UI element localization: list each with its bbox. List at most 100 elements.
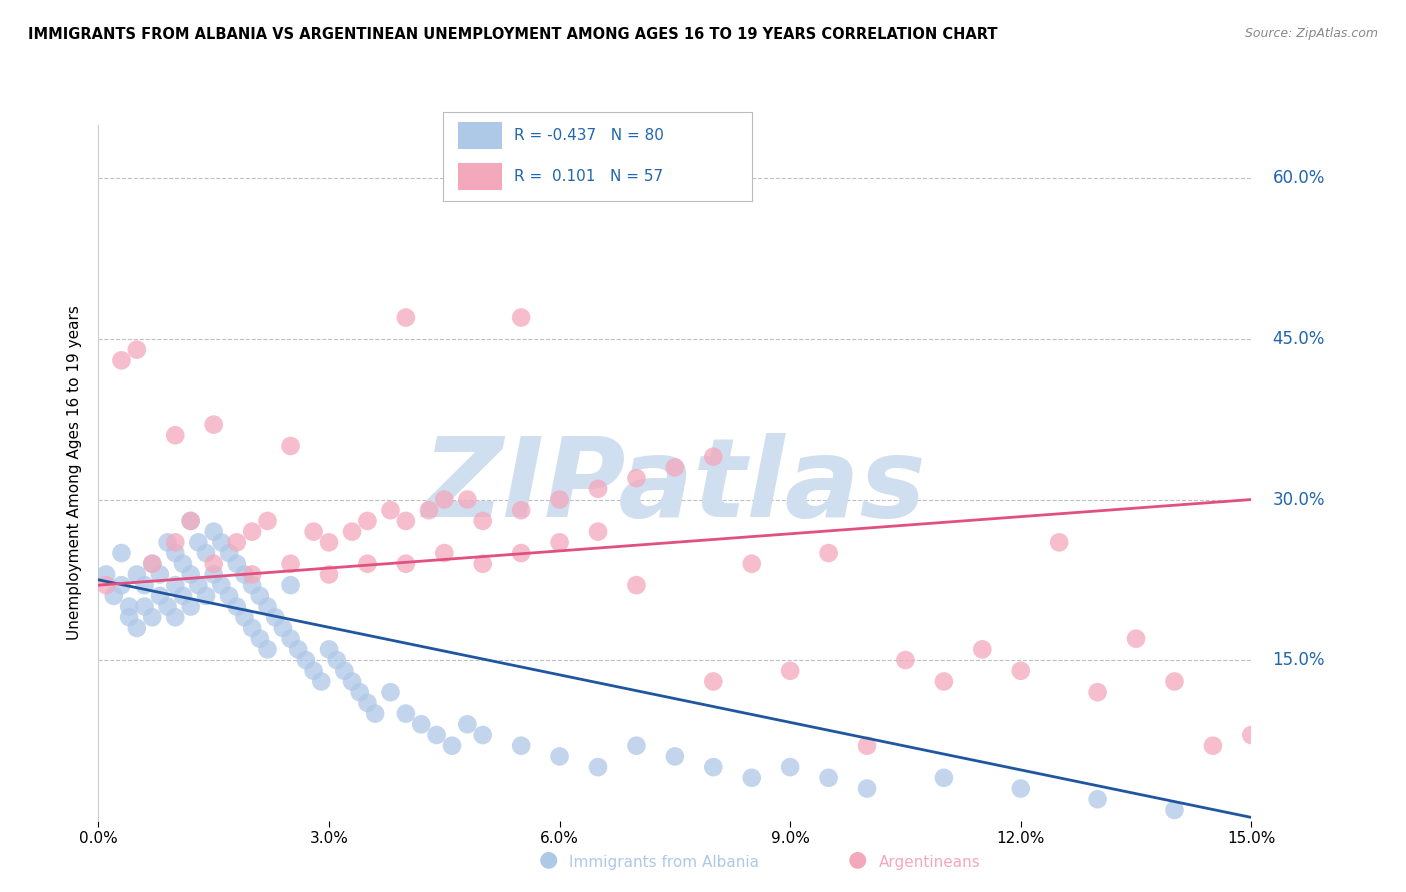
Point xyxy=(233,567,256,582)
Point xyxy=(418,503,440,517)
Point xyxy=(187,535,209,549)
Point xyxy=(94,578,117,592)
Text: Immigrants from Albania: Immigrants from Albania xyxy=(569,855,759,870)
Point xyxy=(1010,781,1032,796)
Point xyxy=(240,567,263,582)
Point xyxy=(356,514,378,528)
Text: R =  0.101   N = 57: R = 0.101 N = 57 xyxy=(515,169,664,184)
Point xyxy=(380,685,402,699)
Point xyxy=(202,417,225,432)
Point xyxy=(1240,728,1263,742)
Point xyxy=(325,653,347,667)
Point xyxy=(141,557,163,571)
Point xyxy=(225,535,247,549)
Text: ZIPatlas: ZIPatlas xyxy=(423,434,927,541)
Point xyxy=(356,696,378,710)
Point xyxy=(702,674,724,689)
Point xyxy=(149,589,172,603)
Point xyxy=(395,514,418,528)
Point xyxy=(134,578,156,592)
Point xyxy=(1047,535,1070,549)
Point xyxy=(340,524,363,539)
Point xyxy=(471,728,494,742)
Text: 60.0%: 60.0% xyxy=(1272,169,1324,187)
Point xyxy=(311,674,333,689)
Text: ●: ● xyxy=(848,850,868,870)
Point xyxy=(103,589,125,603)
Point xyxy=(125,343,148,357)
Point xyxy=(256,514,278,528)
Point xyxy=(395,557,418,571)
Point xyxy=(187,578,209,592)
Point xyxy=(280,632,302,646)
Point xyxy=(165,428,187,442)
Point xyxy=(894,653,917,667)
Point xyxy=(856,739,879,753)
Point xyxy=(1163,803,1185,817)
Point xyxy=(141,557,163,571)
Point xyxy=(1087,792,1109,806)
Point xyxy=(433,546,456,560)
Text: 15.0%: 15.0% xyxy=(1272,651,1324,669)
Point xyxy=(471,514,494,528)
Point xyxy=(510,546,533,560)
Point xyxy=(456,717,478,731)
Point xyxy=(141,610,163,624)
Point xyxy=(165,610,187,624)
Point xyxy=(165,535,187,549)
Text: Argentineans: Argentineans xyxy=(879,855,980,870)
Point xyxy=(349,685,371,699)
Point xyxy=(664,460,686,475)
Text: 45.0%: 45.0% xyxy=(1272,330,1324,348)
Point xyxy=(172,589,194,603)
Point xyxy=(249,589,271,603)
Point xyxy=(118,599,141,614)
Point xyxy=(586,760,609,774)
Point xyxy=(856,781,879,796)
Point xyxy=(172,557,194,571)
Point xyxy=(180,567,202,582)
Text: 30.0%: 30.0% xyxy=(1272,491,1324,508)
Point xyxy=(1163,674,1185,689)
Point xyxy=(202,567,225,582)
Point xyxy=(225,599,247,614)
Point xyxy=(340,674,363,689)
Point xyxy=(510,739,533,753)
Point xyxy=(302,664,325,678)
Point xyxy=(318,535,340,549)
Point xyxy=(264,610,287,624)
Point xyxy=(510,503,533,517)
Point xyxy=(395,310,418,325)
Point xyxy=(779,664,801,678)
Point xyxy=(110,578,132,592)
Point xyxy=(134,599,156,614)
Text: IMMIGRANTS FROM ALBANIA VS ARGENTINEAN UNEMPLOYMENT AMONG AGES 16 TO 19 YEARS CO: IMMIGRANTS FROM ALBANIA VS ARGENTINEAN U… xyxy=(28,27,998,42)
Point xyxy=(318,567,340,582)
Point xyxy=(471,557,494,571)
Point xyxy=(426,728,449,742)
Point xyxy=(664,749,686,764)
Point xyxy=(1125,632,1147,646)
Text: Source: ZipAtlas.com: Source: ZipAtlas.com xyxy=(1244,27,1378,40)
Point xyxy=(626,471,648,485)
Point xyxy=(932,771,955,785)
Point xyxy=(110,353,132,368)
Point xyxy=(932,674,955,689)
Point xyxy=(1010,664,1032,678)
Point xyxy=(741,771,763,785)
Point xyxy=(249,632,271,646)
Point xyxy=(433,492,456,507)
Point xyxy=(156,599,179,614)
Point xyxy=(779,760,801,774)
Point xyxy=(218,546,240,560)
Point xyxy=(271,621,294,635)
Point xyxy=(702,450,724,464)
Point xyxy=(510,310,533,325)
Point xyxy=(240,578,263,592)
Text: R = -0.437   N = 80: R = -0.437 N = 80 xyxy=(515,128,664,143)
Point xyxy=(626,739,648,753)
Point xyxy=(180,514,202,528)
Point xyxy=(233,610,256,624)
Point xyxy=(125,621,148,635)
Point xyxy=(741,557,763,571)
